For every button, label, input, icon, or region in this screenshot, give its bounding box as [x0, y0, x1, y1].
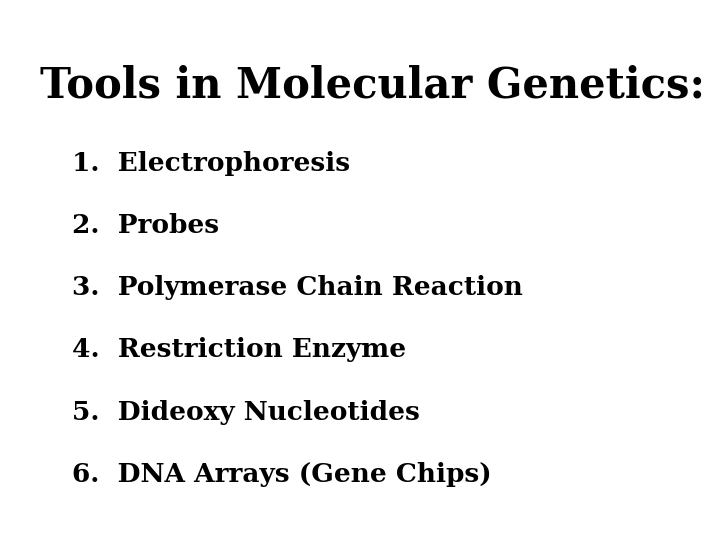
Text: 4.  Restriction Enzyme: 4. Restriction Enzyme [72, 338, 406, 362]
Text: 5.  Dideoxy Nucleotides: 5. Dideoxy Nucleotides [72, 400, 420, 424]
Text: 3.  Polymerase Chain Reaction: 3. Polymerase Chain Reaction [72, 275, 523, 300]
Text: 6.  DNA Arrays (Gene Chips): 6. DNA Arrays (Gene Chips) [72, 462, 492, 487]
Text: 2.  Probes: 2. Probes [72, 213, 219, 238]
Text: Tools in Molecular Genetics:: Tools in Molecular Genetics: [40, 65, 705, 107]
Text: 1.  Electrophoresis: 1. Electrophoresis [72, 151, 350, 176]
